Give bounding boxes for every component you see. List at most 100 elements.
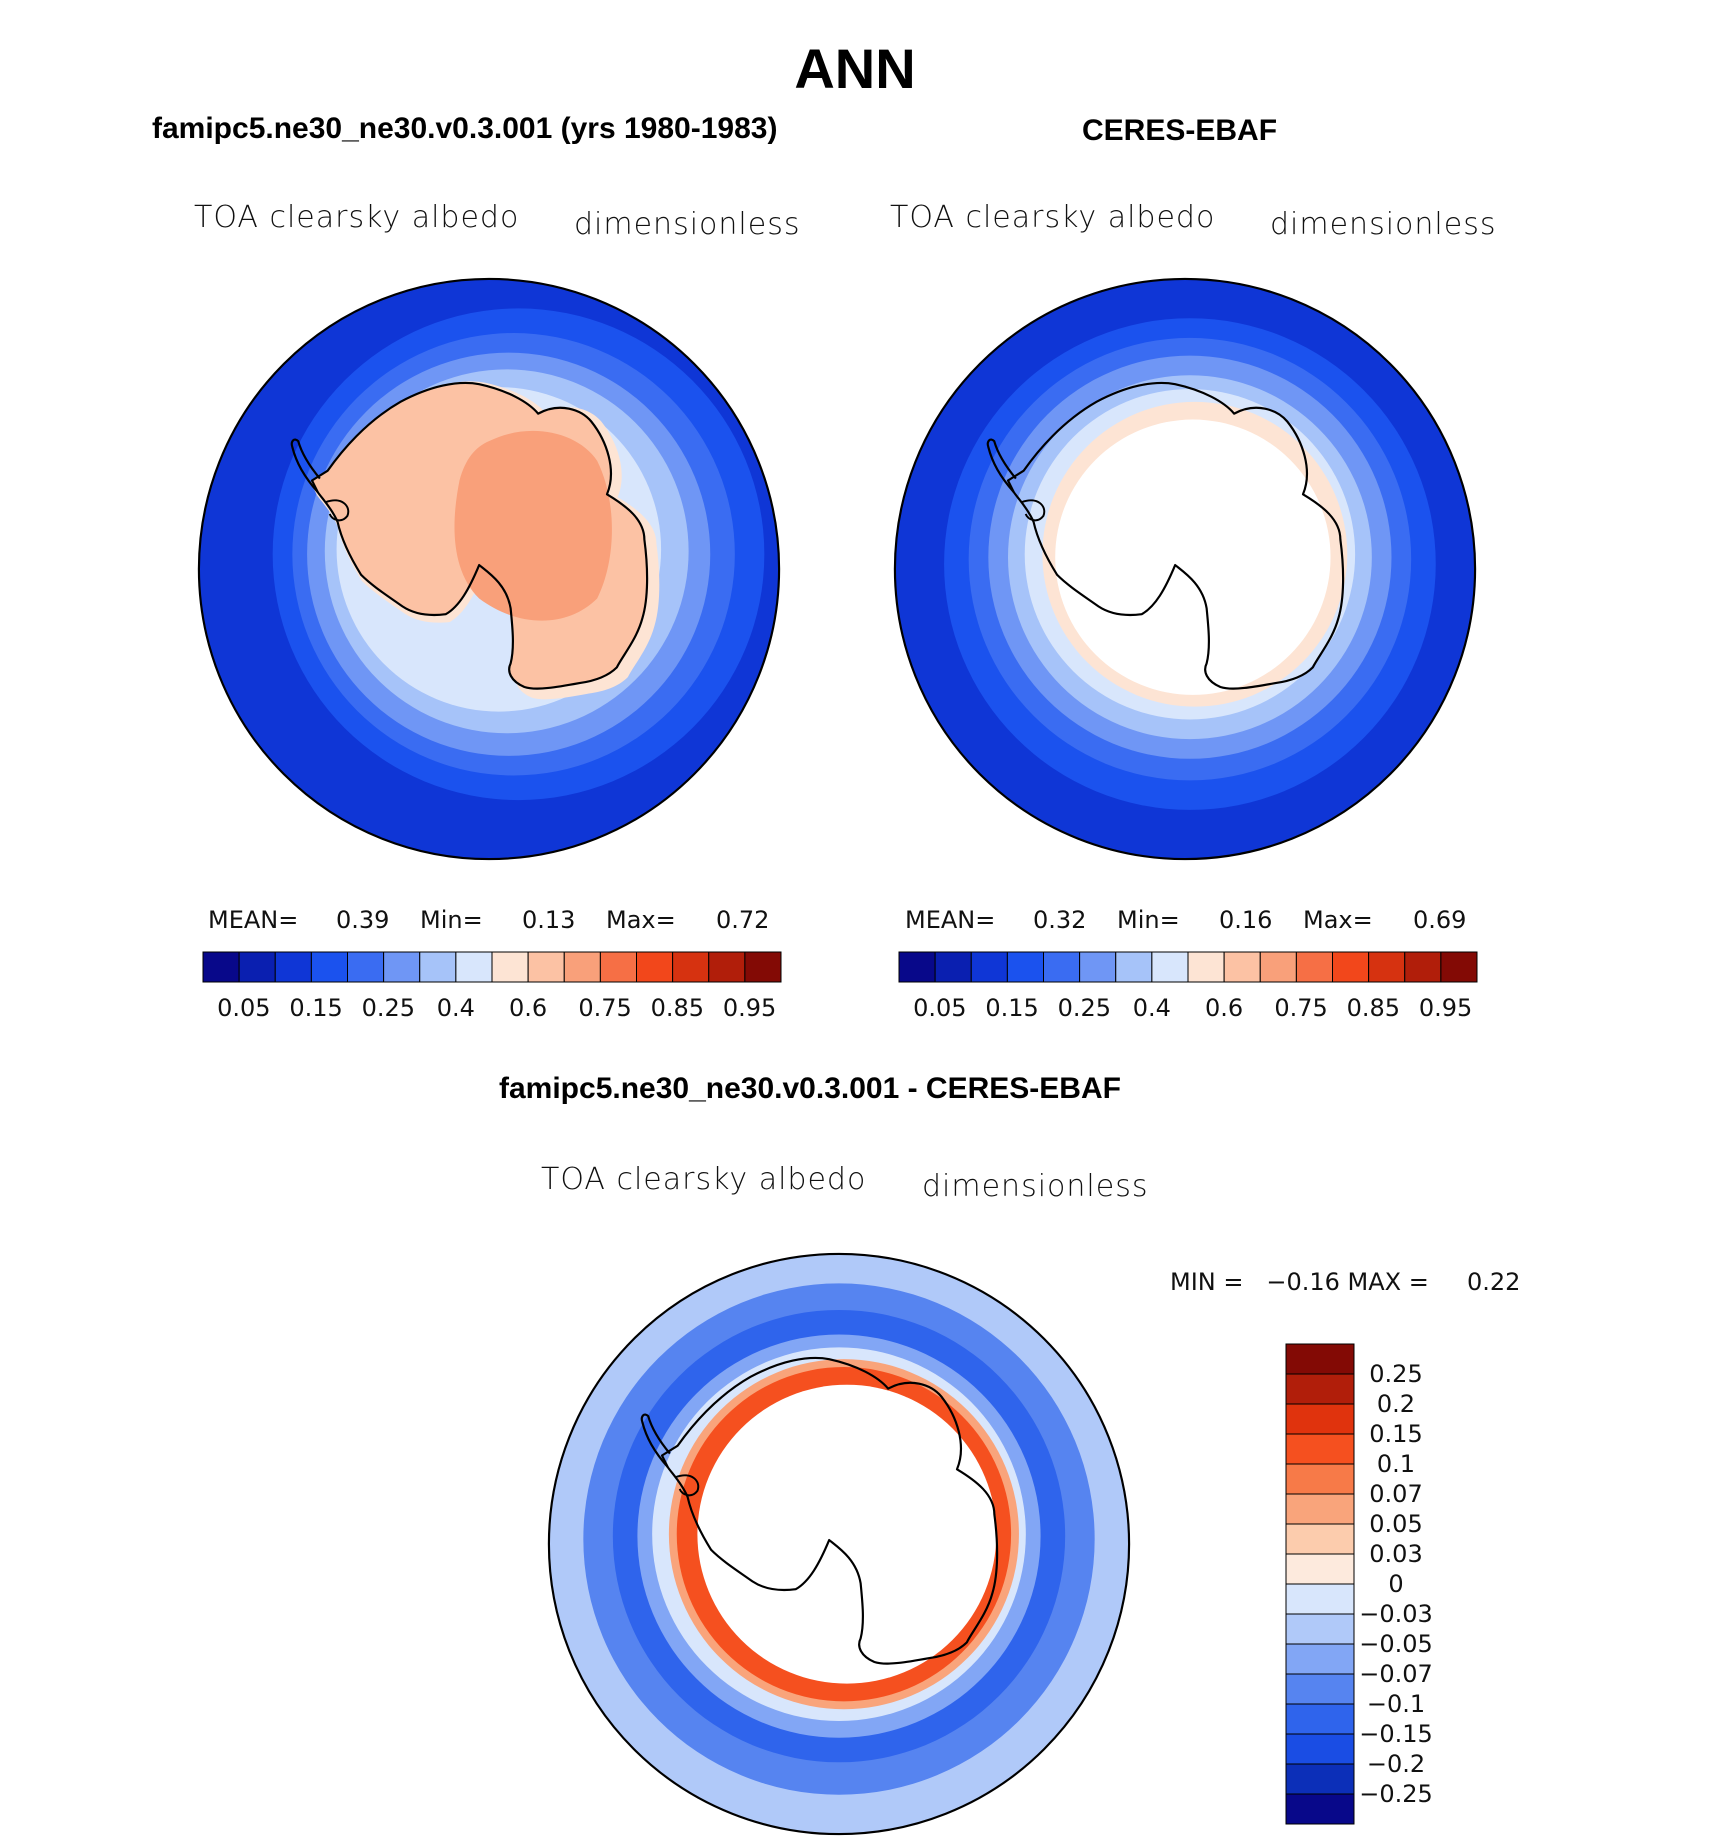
panel1-colorbar xyxy=(202,951,782,983)
diff-colorbar xyxy=(1285,1343,1355,1825)
map3-field xyxy=(548,1253,1130,1835)
map3-peninsula xyxy=(640,1413,671,1469)
cbar3-box-3 xyxy=(1285,1433,1355,1465)
cbar3-box-14 xyxy=(1285,1763,1355,1795)
cbar2-box-6 xyxy=(1115,951,1153,983)
cbar3-box-15 xyxy=(1285,1793,1355,1825)
cbar3-box-7 xyxy=(1285,1553,1355,1585)
cbar3-box-4 xyxy=(1285,1463,1355,1495)
cbar3-tick-6: 0.03 xyxy=(1369,1540,1423,1568)
cbar3-box-5 xyxy=(1285,1493,1355,1525)
cbar1-box-13 xyxy=(672,951,710,983)
cbar1-box-15 xyxy=(744,951,782,983)
cbar1-box-4 xyxy=(347,951,385,983)
cbar1-box-10 xyxy=(563,951,601,983)
cbar3-tick-4: 0.07 xyxy=(1369,1480,1423,1508)
cbar1-box-1 xyxy=(238,951,276,983)
map1-peninsula xyxy=(290,438,321,494)
cbar1-tick-4: 0.6 xyxy=(509,994,548,1022)
map1-ice-shelf xyxy=(325,499,350,522)
cbar1-box-12 xyxy=(636,951,674,983)
cbar2-box-7 xyxy=(1151,951,1189,983)
cbar3-tick-13: −0.2 xyxy=(1366,1750,1426,1778)
map3-ice-shelf xyxy=(675,1474,700,1497)
cbar3-box-10 xyxy=(1285,1643,1355,1675)
cbar3-box-8 xyxy=(1285,1583,1355,1615)
cbar2-box-0 xyxy=(898,951,936,983)
cbar3-tick-8: −0.03 xyxy=(1359,1600,1433,1628)
cbar3-tick-14: −0.25 xyxy=(1359,1780,1433,1808)
panel2-min-value: 0.16 xyxy=(1219,906,1273,934)
cbar2-box-4 xyxy=(1043,951,1081,983)
diff-range-text: MIN = −0.16 MAX = 0.22 xyxy=(1170,1268,1521,1296)
cbar2-box-2 xyxy=(970,951,1008,983)
cbar2-tick-3: 0.4 xyxy=(1132,994,1171,1022)
panel2-units: dimensionless xyxy=(1270,207,1497,242)
cbar2-tick-4: 0.6 xyxy=(1205,994,1244,1022)
cbar3-box-12 xyxy=(1285,1703,1355,1735)
cbar1-tick-6: 0.85 xyxy=(650,994,705,1022)
panel1-mean-label: MEAN= xyxy=(208,906,299,934)
cbar2-tick-1: 0.15 xyxy=(985,994,1039,1022)
map3-coastline xyxy=(660,1356,999,1665)
map2-coastline xyxy=(1006,381,1345,690)
diff-map xyxy=(547,1252,1131,1836)
cbar1-box-11 xyxy=(599,951,637,983)
diff-title: famipc5.ne30_ne30.v0.3.001 - CERES-EBAF xyxy=(499,1072,1121,1105)
map2-map-border xyxy=(893,277,1477,861)
cbar1-tick-7: 0.95 xyxy=(722,994,777,1022)
cbar3-tick-3: 0.1 xyxy=(1376,1450,1416,1478)
cbar2-box-1 xyxy=(934,951,972,983)
panel2-variable: TOA clearsky albedo xyxy=(890,200,1216,235)
panel2-map xyxy=(893,277,1477,861)
panel1-max-value: 0.72 xyxy=(716,906,770,934)
cbar2-tick-0: 0.05 xyxy=(913,994,967,1022)
cbar3-tick-12: −0.15 xyxy=(1359,1720,1433,1748)
cbar1-tick-2: 0.25 xyxy=(361,994,416,1022)
panel2-colorbar xyxy=(898,951,1478,983)
map3-map-border xyxy=(547,1252,1131,1836)
cbar2-box-15 xyxy=(1440,951,1478,983)
map2-peninsula xyxy=(986,438,1017,494)
cbar2-box-13 xyxy=(1368,951,1406,983)
map2-field xyxy=(894,278,1476,860)
cbar3-tick-7: 0 xyxy=(1388,1570,1404,1598)
panel2-max-value: 0.69 xyxy=(1413,906,1467,934)
cbar3-box-13 xyxy=(1285,1733,1355,1765)
cbar2-tick-5: 0.75 xyxy=(1274,994,1328,1022)
cbar1-box-0 xyxy=(202,951,240,983)
cbar1-tick-3: 0.4 xyxy=(436,994,475,1022)
map1-field xyxy=(198,278,780,860)
cbar2-tick-2: 0.25 xyxy=(1057,994,1112,1022)
cbar1-box-2 xyxy=(274,951,312,983)
panel1-min-value: 0.13 xyxy=(522,906,576,934)
panel2-title: CERES-EBAF xyxy=(1082,114,1278,147)
cbar2-box-3 xyxy=(1006,951,1044,983)
map3-missing-data xyxy=(697,1384,997,1684)
cbar2-tick-7: 0.95 xyxy=(1418,994,1473,1022)
cbar2-box-9 xyxy=(1223,951,1261,983)
cbar3-tick-10: −0.07 xyxy=(1359,1660,1433,1688)
cbar1-box-8 xyxy=(491,951,529,983)
panel1-mean-value: 0.39 xyxy=(336,906,390,934)
cbar1-box-7 xyxy=(455,951,493,983)
map2-missing-data xyxy=(1055,419,1331,695)
cbar1-box-3 xyxy=(310,951,348,983)
panel1-map xyxy=(197,277,781,861)
map1-coastline xyxy=(310,381,649,690)
cbar2-box-14 xyxy=(1404,951,1442,983)
cbar3-tick-11: −0.1 xyxy=(1366,1690,1426,1718)
panel2-mean-value: 0.32 xyxy=(1033,906,1087,934)
cbar3-box-11 xyxy=(1285,1673,1355,1705)
cbar2-tick-6: 0.85 xyxy=(1346,994,1401,1022)
cbar2-box-10 xyxy=(1259,951,1297,983)
cbar3-tick-5: 0.05 xyxy=(1369,1510,1423,1538)
panel1-title: famipc5.ne30_ne30.v0.3.001 (yrs 1980-198… xyxy=(152,112,778,145)
panel1-min-label: Min= xyxy=(420,906,483,934)
diff-variable: TOA clearsky albedo xyxy=(541,1162,867,1197)
cbar1-tick-1: 0.15 xyxy=(289,994,343,1022)
cbar2-box-12 xyxy=(1332,951,1370,983)
cbar2-box-11 xyxy=(1295,951,1333,983)
map2-ice-shelf xyxy=(1021,499,1046,522)
cbar3-tick-0: 0.25 xyxy=(1369,1360,1423,1388)
